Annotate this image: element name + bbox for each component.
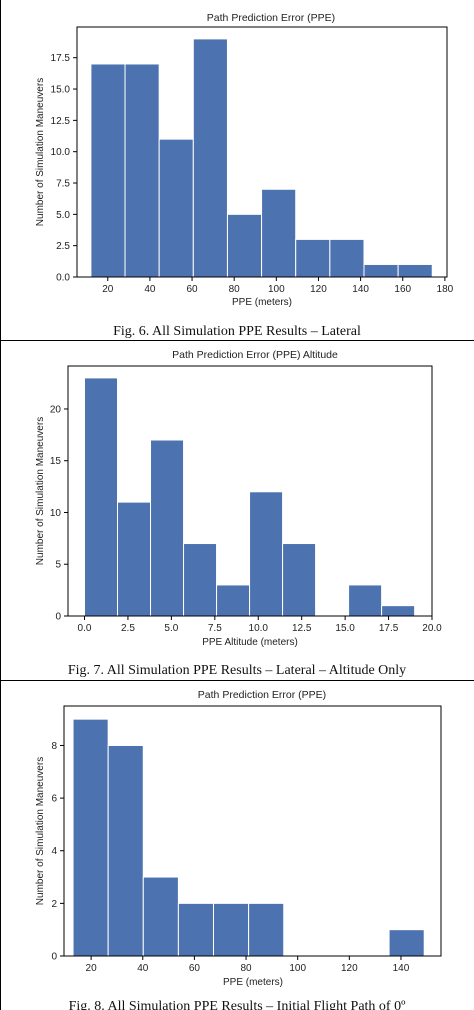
x-tick-label: 80 — [240, 963, 252, 974]
bars — [90, 38, 433, 278]
y-tick-label: 0.0 — [56, 273, 70, 284]
x-tick-label: 60 — [189, 963, 201, 974]
x-tick-label: 12.5 — [292, 623, 312, 634]
histogram-bar — [348, 584, 383, 617]
chart-ppe-initial-flight-path: Path Prediction Error (PPE) PPE (meters)… — [35, 689, 442, 988]
histogram-bar — [216, 584, 251, 617]
x-tick-label: 2.5 — [121, 623, 135, 634]
figure-caption-8: Fig. 8. All Simulation PPE Results – Ini… — [69, 999, 407, 1010]
histogram-bar — [107, 744, 144, 957]
histogram-bar — [248, 902, 285, 957]
x-axis-label: PPE (meters) — [232, 297, 292, 308]
histogram-bar — [397, 263, 433, 278]
histogram-bar — [261, 188, 297, 278]
histogram-bar — [84, 377, 119, 617]
chart-ppe-lateral: Path Prediction Error (PPE) PPE (meters)… — [35, 12, 454, 308]
histogram-bar — [226, 213, 263, 278]
y-tick-label: 2 — [51, 899, 57, 910]
x-tick-label: 100 — [289, 963, 306, 974]
chart-title: Path Prediction Error (PPE) Altitude — [172, 349, 338, 361]
x-tick-label: 17.5 — [379, 623, 399, 634]
y-tick-label: 15 — [50, 456, 62, 467]
y-axis-label: Number of Simulation Maneuvers — [35, 757, 46, 905]
y-axis-label: Number of Simulation Maneuvers — [35, 417, 46, 565]
histogram-bar — [295, 238, 331, 278]
y-tick-label: 8 — [51, 741, 57, 752]
x-axis-label: PPE Altitude (meters) — [202, 637, 298, 648]
histogram-bar — [117, 501, 152, 617]
histogram-bar — [183, 543, 218, 617]
y-tick-label: 10 — [50, 508, 62, 519]
x-tick-label: 120 — [310, 284, 327, 295]
plot-frame — [76, 26, 448, 278]
x-tick-label: 10.0 — [249, 623, 269, 634]
plot-frame — [67, 365, 433, 617]
bars — [84, 377, 416, 617]
histogram-bar — [150, 439, 185, 617]
y-tick-label: 12.5 — [51, 116, 71, 127]
x-tick-label: 40 — [144, 284, 156, 295]
x-axis-label: PPE (meters) — [223, 977, 283, 988]
histogram-bar — [381, 605, 416, 617]
x-tick-label: 20.0 — [422, 623, 442, 634]
x-tick-label: 80 — [229, 284, 241, 295]
histogram-bar — [213, 902, 250, 957]
x-tick-label: 100 — [268, 284, 285, 295]
y-tick-label: 20 — [50, 404, 62, 415]
x-tick-label: 5.0 — [164, 623, 178, 634]
y-axis-label: Number of Simulation Maneuvers — [35, 78, 46, 226]
x-tick-label: 0.0 — [78, 623, 92, 634]
histogram-bar — [158, 138, 194, 278]
histogram-bar — [249, 491, 284, 617]
histogram-bar — [72, 718, 109, 957]
y-tick-label: 5 — [55, 560, 61, 571]
y-tick-label: 7.5 — [56, 179, 70, 190]
chart-ppe-altitude: Path Prediction Error (PPE) Altitude PPE… — [35, 349, 442, 648]
y-tick-label: 17.5 — [51, 53, 71, 64]
x-tick-label: 20 — [86, 963, 98, 974]
chart-title: Path Prediction Error (PPE) — [198, 689, 326, 701]
x-tick-label: 140 — [352, 284, 369, 295]
histogram-bar — [124, 63, 160, 278]
x-tick-label: 140 — [393, 963, 410, 974]
x-tick-label: 20 — [102, 284, 114, 295]
histogram-bar — [192, 38, 228, 278]
x-tick-label: 60 — [186, 284, 198, 295]
histogram-bar — [363, 263, 399, 278]
chart-title: Path Prediction Error (PPE) — [207, 12, 335, 24]
histogram-bar — [177, 902, 215, 957]
y-tick-label: 2.5 — [56, 241, 70, 252]
y-tick-label: 5.0 — [56, 210, 70, 221]
histogram-bar — [282, 543, 317, 617]
histogram-bar — [329, 238, 365, 278]
y-tick-label: 6 — [51, 794, 57, 805]
x-tick-label: 180 — [437, 284, 454, 295]
bars — [72, 718, 425, 957]
ticks: 20 40 60 80 100 120 140 0 2 4 6 8 — [51, 741, 409, 974]
figure-caption-6: Fig. 6. All Simulation PPE Results – Lat… — [113, 324, 361, 339]
x-tick-label: 7.5 — [208, 623, 222, 634]
x-tick-label: 15.0 — [335, 623, 355, 634]
figure-caption-7: Fig. 7. All Simulation PPE Results – Lat… — [68, 663, 406, 678]
histogram-bar — [90, 63, 126, 278]
ticks: 0.0 2.5 5.0 7.5 10.0 12.5 15.0 17.5 20.0 0 5 10 15 20 — [50, 404, 442, 634]
x-tick-label: 120 — [341, 963, 358, 974]
x-tick-label: 160 — [394, 284, 411, 295]
y-tick-label: 0 — [55, 612, 61, 623]
x-tick-label: 40 — [137, 963, 149, 974]
histogram-bar — [142, 876, 179, 957]
plot-frame — [63, 705, 442, 957]
histogram-bar — [388, 929, 425, 957]
y-tick-label: 10.0 — [51, 147, 71, 158]
y-tick-label: 0 — [51, 952, 57, 963]
y-tick-label: 15.0 — [51, 85, 71, 96]
ticks: 20 40 60 80 100 120 140 160 180 0.0 2.5 5.0 7.5 10.0 1… — [51, 53, 454, 295]
y-tick-label: 4 — [51, 846, 57, 857]
